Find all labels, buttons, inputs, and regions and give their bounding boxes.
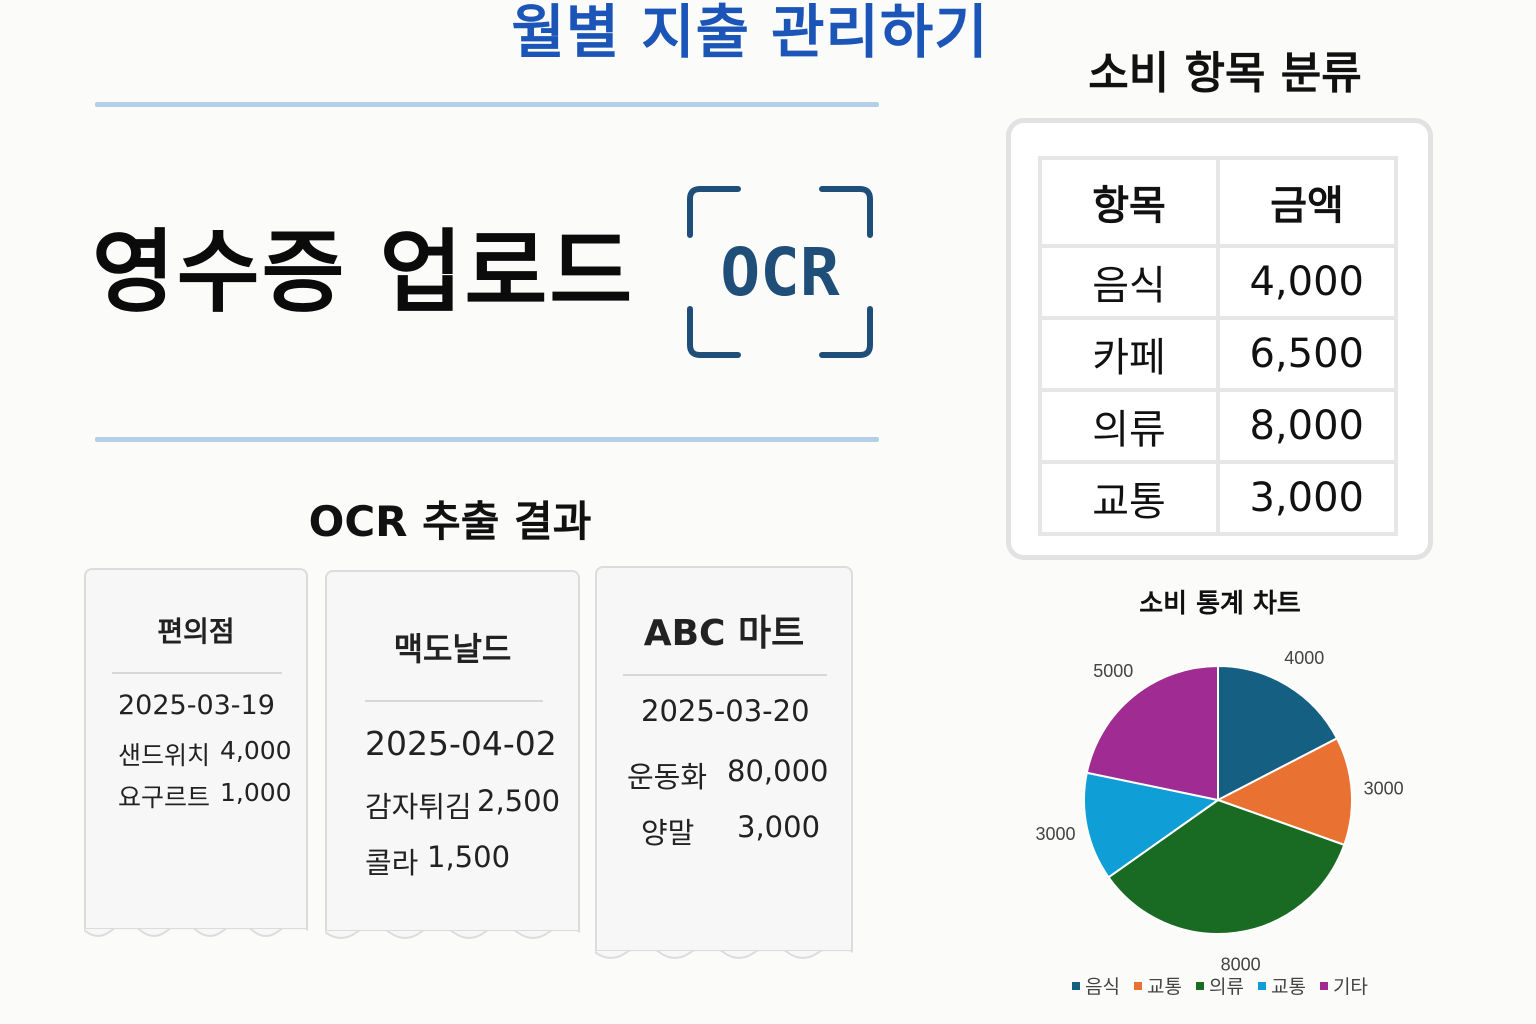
table-row[interactable]: 의류 8,000 [1038, 388, 1398, 464]
table-row[interactable]: 음식 4,000 [1038, 244, 1398, 320]
legend-swatch [1257, 981, 1266, 990]
legend-label: 음식 [1085, 976, 1121, 998]
table-header-amount: 금액 [1216, 156, 1398, 248]
table-row[interactable]: 교통 3,000 [1038, 460, 1398, 536]
pie-slice[interactable] [1083, 771, 1221, 879]
receipt-upload-title[interactable]: 영수증 업로드 [92, 220, 635, 325]
table-cell-category: 의류 [1038, 388, 1220, 464]
pie-data-label: 3000 [1035, 824, 1075, 844]
receipt-item-price: 80,000 [727, 754, 829, 788]
receipt-item-price: 1,500 [427, 840, 511, 874]
pie-slice[interactable] [1215, 737, 1353, 847]
legend-item[interactable]: 기타 [1319, 972, 1368, 999]
pie-data-label: 4000 [1284, 648, 1324, 668]
pie-chart: 4000 3000 8000 3000 5000 [1035, 648, 1404, 974]
receipt-torn-edge [595, 950, 853, 959]
legend-item[interactable]: 음식 [1072, 972, 1120, 999]
receipt-store-name: 편의점 [157, 615, 235, 648]
chart-legend: 음식 교통 의류 교통 기타 [1040, 972, 1400, 999]
classification-title: 소비 항목 분류 [1088, 48, 1362, 99]
pie-data-label: 3000 [1364, 779, 1404, 799]
ocr-scan-button[interactable]: OCR [686, 185, 874, 359]
receipt-date: 2025-03-20 [641, 694, 810, 728]
table-cell-amount: 3,000 [1216, 460, 1398, 536]
pie-slice[interactable] [1217, 664, 1339, 802]
chart-title: 소비 통계 차트 [1139, 589, 1301, 619]
legend-swatch [1196, 981, 1205, 990]
legend-label: 기타 [1332, 976, 1368, 998]
legend-swatch [1072, 981, 1081, 990]
receipt-torn-edge [325, 930, 580, 939]
receipt-date: 2025-04-02 [365, 724, 557, 763]
receipt-item-price: 4,000 [220, 736, 292, 765]
legend-item[interactable]: 교통 [1257, 972, 1306, 999]
table-header-row: 항목 금액 [1038, 156, 1398, 248]
receipt-card[interactable]: ABC 마트 2025-03-20 운동화 80,000 양말 3,000 [595, 566, 853, 959]
table-cell-amount: 8,000 [1216, 388, 1398, 464]
receipt-item-name: 콜라 [365, 846, 419, 880]
page-title: 월별 지출 관리하기 [511, 0, 989, 66]
receipt-store-name: 맥도날드 [393, 630, 512, 668]
pie-data-label: 5000 [1093, 661, 1133, 681]
receipt-divider [112, 672, 282, 674]
pie-slice[interactable] [1085, 664, 1219, 802]
receipt-item-name: 감자튀김 [365, 790, 472, 824]
receipt-item-price: 3,000 [737, 810, 821, 844]
receipt-item-name: 요구르트 [118, 783, 211, 812]
table-header-category: 항목 [1038, 156, 1220, 248]
legend-swatch [1319, 981, 1328, 990]
receipt-item-price: 1,000 [220, 778, 292, 807]
table-cell-amount: 4,000 [1216, 244, 1398, 320]
pie-data-label: 8000 [1221, 954, 1261, 974]
receipt-store-name: ABC 마트 [643, 613, 805, 654]
ocr-result-title: OCR 추출 결과 [308, 497, 592, 546]
receipt-item-name: 양말 [641, 816, 695, 850]
legend-label: 의류 [1209, 976, 1244, 998]
scan-frame-icon [687, 186, 873, 358]
legend-swatch [1134, 981, 1143, 990]
receipt-card[interactable]: 편의점 2025-03-19 샌드위치 4,000 요구르트 1,000 [84, 568, 308, 937]
table-row[interactable]: 카페 6,500 [1038, 316, 1398, 392]
classification-table: 항목 금액 음식 4,000 카페 6,500 의류 8,000 교통 3,00… [1038, 156, 1398, 536]
receipt-divider [623, 674, 827, 676]
receipt-torn-edge [84, 928, 308, 937]
table-cell-category: 카페 [1038, 316, 1220, 392]
ocr-badge: OCR [720, 234, 840, 311]
divider-top [95, 102, 879, 107]
legend-item[interactable]: 의류 [1196, 972, 1244, 999]
legend-label: 교통 [1270, 976, 1306, 998]
table-cell-category: 음식 [1038, 244, 1220, 320]
receipt-date: 2025-03-19 [118, 690, 275, 721]
receipt-card[interactable]: 맥도날드 2025-04-02 감자튀김 2,500 콜라 1,500 [325, 570, 580, 939]
table-cell-amount: 6,500 [1216, 316, 1398, 392]
legend-label: 교통 [1147, 976, 1183, 998]
legend-item[interactable]: 교통 [1134, 972, 1182, 999]
receipt-item-price: 2,500 [477, 784, 561, 818]
table-cell-category: 교통 [1038, 460, 1220, 536]
divider-bottom [95, 437, 879, 442]
receipt-item-name: 운동화 [627, 760, 708, 794]
receipt-divider [365, 700, 543, 702]
receipt-item-name: 샌드위치 [118, 741, 211, 770]
pie-slice[interactable] [1107, 798, 1346, 935]
